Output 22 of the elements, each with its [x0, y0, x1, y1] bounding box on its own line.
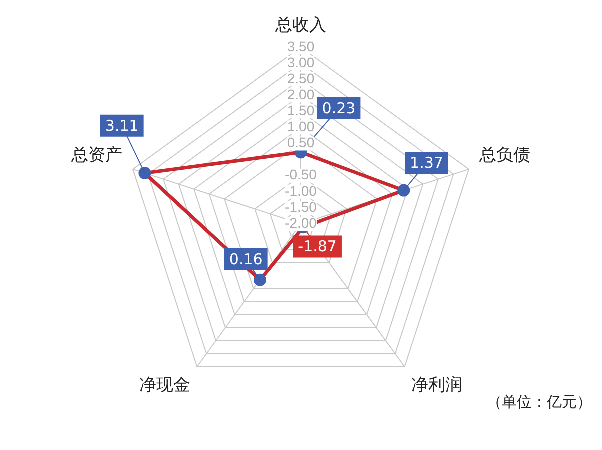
- y-tick-label: 3.00: [287, 54, 315, 70]
- y-tick-label: 1.50: [287, 102, 315, 118]
- data-label: 0.23: [322, 99, 356, 118]
- y-tick-label: -1.00: [285, 182, 318, 199]
- y-tick-label: -2.00: [285, 214, 318, 231]
- spoke-label: 总收入: [274, 16, 326, 36]
- y-tick-label: 3.50: [287, 38, 315, 54]
- data-label: 0.16: [229, 250, 263, 268]
- y-tick-label: -0.50: [285, 166, 318, 183]
- y-tick-label: -1.50: [285, 198, 318, 215]
- spoke-label: 净现金: [140, 375, 191, 396]
- spoke-label: 总资产: [70, 145, 123, 166]
- data-label: 1.37: [410, 154, 444, 172]
- data-label: -1.87: [298, 238, 337, 256]
- spoke-label: 总负债: [478, 145, 530, 166]
- data-label: 3.11: [105, 116, 139, 135]
- y-tick-label: 2.50: [287, 70, 315, 86]
- y-tick-label: 2.00: [287, 86, 315, 102]
- spoke-label: 净利润: [411, 375, 462, 396]
- y-tick-label: 0.50: [287, 134, 315, 151]
- text: （单位：亿元）: [487, 393, 592, 412]
- y-tick-label: 1.00: [287, 118, 315, 135]
